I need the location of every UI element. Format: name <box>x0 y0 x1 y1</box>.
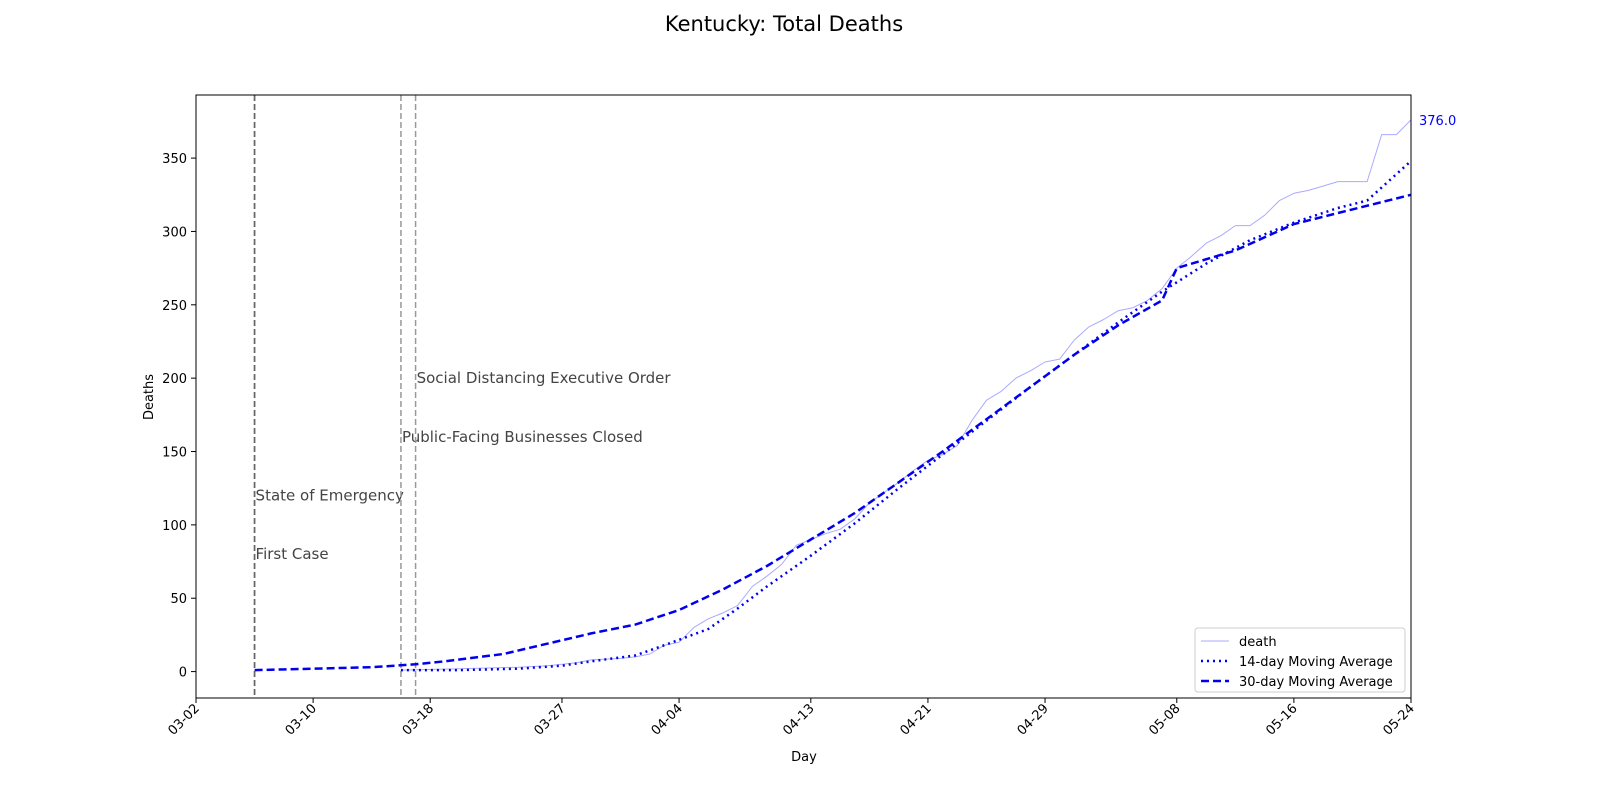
chart-title: Kentucky: Total Deaths <box>665 12 903 36</box>
legend: death 14-day Moving Average 30-day Moving … <box>1194 627 1406 693</box>
x-tick-label-03-27: 03-27 <box>531 701 568 738</box>
y-tick-label-300: 300 <box>162 225 187 240</box>
x-tick-label-03-18: 03-18 <box>400 701 437 738</box>
x-tick-label-04-29: 04-29 <box>1015 701 1052 738</box>
y-tick-label-0: 0 <box>179 666 187 681</box>
event-label-0: First Case <box>256 545 329 563</box>
y-tick-label-200: 200 <box>162 372 187 387</box>
legend-box <box>1194 627 1406 693</box>
x-tick-label-04-04: 04-04 <box>649 701 686 738</box>
y-tick-label-50: 50 <box>170 592 187 607</box>
x-tick-label-03-02: 03-02 <box>166 701 203 738</box>
series-line-2 <box>254 193 1412 672</box>
plot-frame <box>195 94 1412 699</box>
last-value-label: 376.0 <box>1419 114 1456 129</box>
x-tick-label-04-13: 04-13 <box>780 701 817 738</box>
x-tick-label-03-10: 03-10 <box>283 701 320 738</box>
x-tick-label-05-08: 05-08 <box>1146 701 1183 738</box>
legend-label-1: 14-day Moving Average <box>1239 655 1393 670</box>
event-label-2: Public-Facing Businesses Closed <box>402 428 643 446</box>
plot-area: First Case State of Emergency Public-Facin… <box>253 95 1456 698</box>
x-tick-label-05-24: 05-24 <box>1381 701 1418 738</box>
series-line-1 <box>400 160 1412 672</box>
event-label-3: Social Distancing Executive Order <box>417 369 672 387</box>
y-tick-label-150: 150 <box>162 446 187 461</box>
x-axis-title: Day <box>791 750 817 765</box>
y-axis-title: Deaths <box>142 374 157 420</box>
series-line-0 <box>400 119 1412 671</box>
x-tick-label-05-16: 05-16 <box>1263 701 1300 738</box>
legend-label-0: death <box>1239 635 1277 650</box>
y-tick-label-350: 350 <box>162 152 187 167</box>
y-tick-label-250: 250 <box>162 299 187 314</box>
event-label-1: State of Emergency <box>256 487 404 505</box>
legend-label-2: 30-day Moving Average <box>1239 675 1393 690</box>
x-tick-label-04-21: 04-21 <box>897 701 934 738</box>
y-tick-label-100: 100 <box>162 519 187 534</box>
